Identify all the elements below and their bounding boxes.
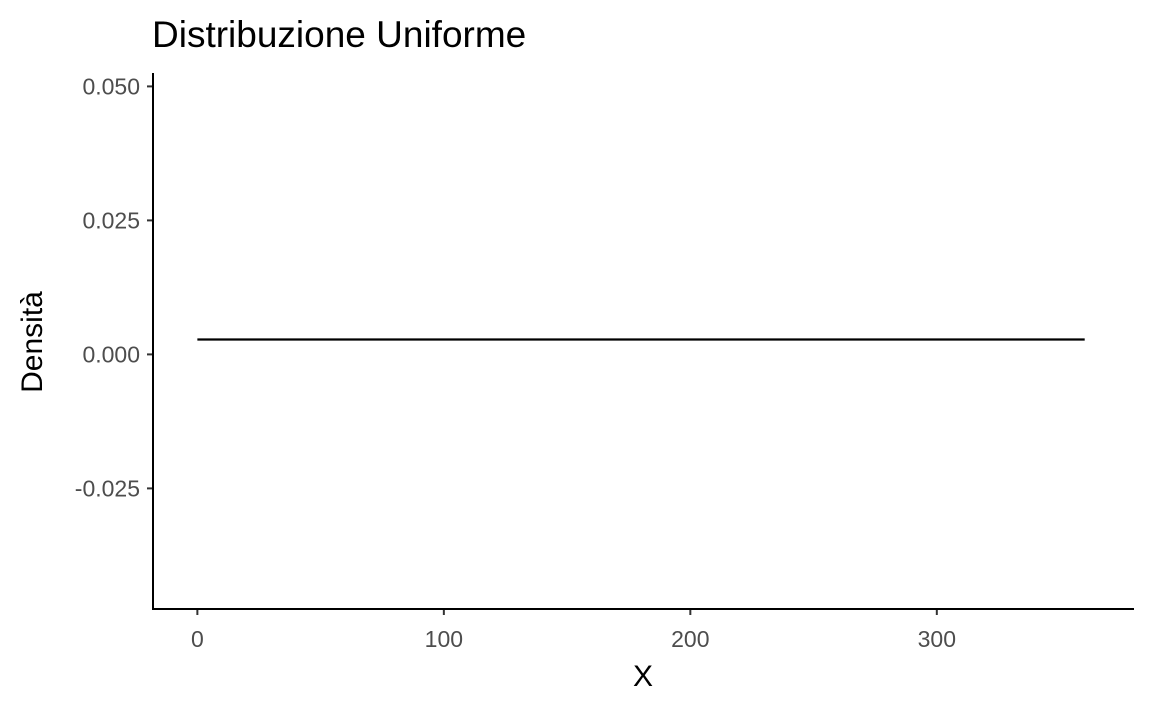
y-tick-label: -0.025 — [75, 475, 140, 501]
y-tick-label: 0.050 — [82, 73, 140, 99]
x-tick-label: 300 — [918, 626, 956, 652]
x-tick-label: 0 — [191, 626, 204, 652]
x-axis-ticks: 0 100 200 300 — [191, 609, 956, 652]
x-tick-label: 200 — [671, 626, 709, 652]
y-tick-label: 0.000 — [82, 341, 140, 367]
y-axis-ticks: 0.050 0.025 0.000 -0.025 — [75, 73, 153, 501]
y-axis-title: Densità — [16, 291, 49, 393]
x-axis-title: X — [633, 660, 653, 693]
chart-title: Distribuzione Uniforme — [152, 14, 526, 55]
y-tick-label: 0.025 — [82, 207, 140, 233]
x-tick-label: 100 — [425, 626, 463, 652]
